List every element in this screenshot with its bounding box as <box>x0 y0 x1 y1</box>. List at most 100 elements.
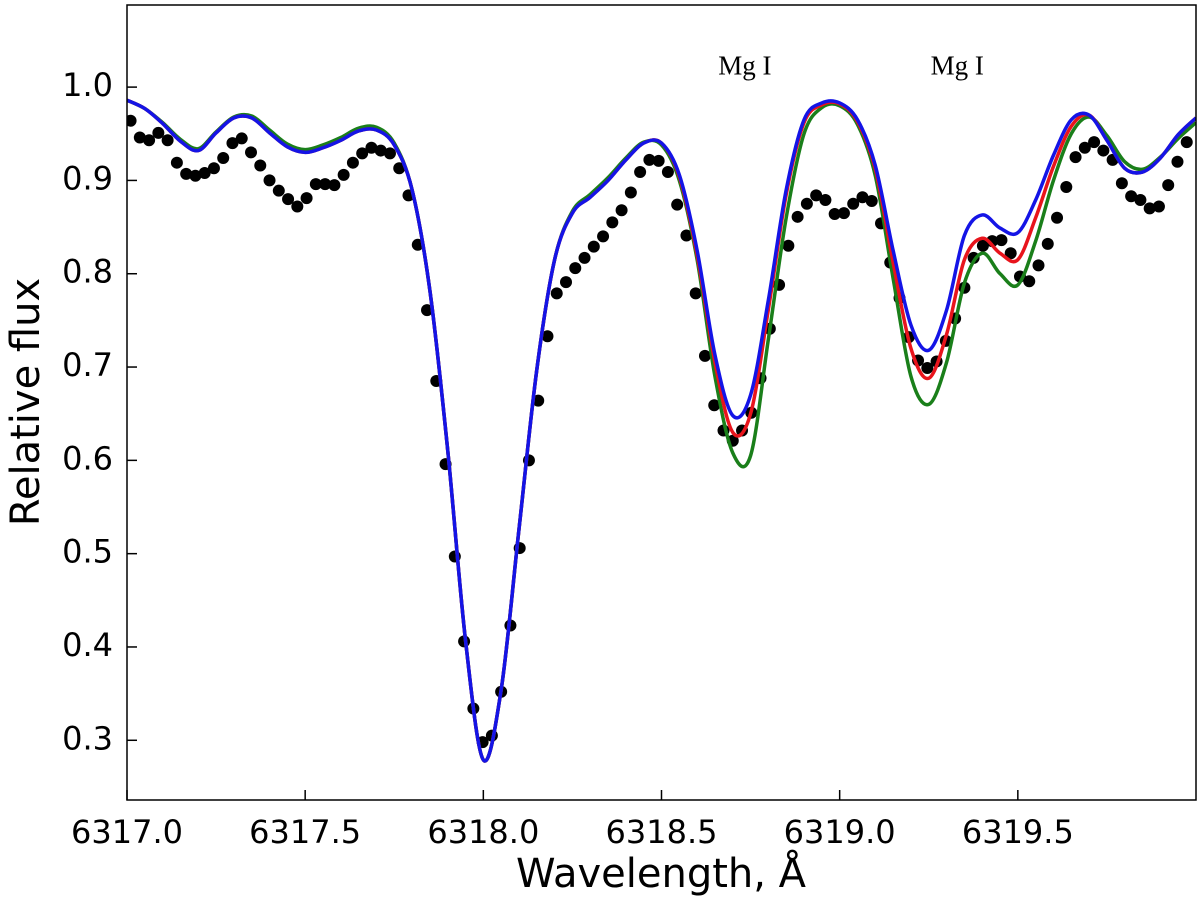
data-point <box>291 200 304 213</box>
data-point <box>634 166 647 179</box>
data-point <box>346 156 359 169</box>
data-point <box>587 240 600 253</box>
data-point <box>680 229 693 242</box>
model-line <box>127 98 1196 763</box>
data-point <box>560 276 573 289</box>
data-point <box>541 330 554 343</box>
data-point <box>532 394 545 407</box>
data-point <box>421 304 434 317</box>
data-point <box>383 147 396 160</box>
data-point <box>337 168 350 181</box>
data-point <box>569 262 582 275</box>
y-tick-label: 0.4 <box>62 626 113 664</box>
data-point <box>217 152 230 165</box>
x-tick-label: 6319.0 <box>784 813 896 851</box>
y-tick-label: 0.9 <box>62 159 113 197</box>
x-tick-label: 6317.5 <box>249 813 361 851</box>
data-point <box>170 156 183 169</box>
data-point <box>847 197 860 210</box>
data-point <box>365 141 378 154</box>
x-tick-label: 6318.5 <box>606 813 718 851</box>
data-point <box>615 204 628 217</box>
data-point <box>810 189 823 202</box>
data-point <box>245 146 258 159</box>
data-point <box>300 192 313 205</box>
data-point <box>1069 151 1082 164</box>
data-point <box>689 287 702 300</box>
data-point <box>1004 247 1017 260</box>
data-point <box>995 234 1008 247</box>
data-point <box>856 191 869 204</box>
data-point <box>161 134 174 147</box>
data-point <box>133 131 146 144</box>
data-point <box>226 137 239 150</box>
data-point <box>152 126 165 139</box>
data-point <box>189 169 202 182</box>
data-point <box>1088 136 1101 149</box>
data-point <box>671 198 684 211</box>
data-point <box>1032 259 1045 272</box>
data-point <box>1041 237 1054 250</box>
data-point <box>1051 211 1064 224</box>
data-point <box>1125 190 1138 203</box>
data-point <box>1078 141 1091 154</box>
data-point <box>643 153 656 166</box>
data-point <box>180 167 193 180</box>
data-point <box>1162 179 1175 192</box>
data-point <box>698 349 711 362</box>
y-tick-label: 0.8 <box>62 253 113 291</box>
plot-frame <box>126 4 1197 801</box>
data-point <box>143 134 156 147</box>
data-point <box>254 159 267 172</box>
data-point <box>1023 275 1036 288</box>
data-point <box>207 162 220 175</box>
data-point <box>578 251 591 264</box>
data-point <box>782 239 795 252</box>
y-tick-label: 0.7 <box>62 346 113 384</box>
data-point <box>597 230 610 243</box>
data-point <box>319 178 332 191</box>
data-point <box>1152 200 1165 213</box>
x-tick-label: 6319.5 <box>962 813 1074 851</box>
data-point <box>708 399 721 412</box>
y-tick-label: 1.0 <box>62 66 113 104</box>
data-point <box>356 147 369 160</box>
data-point <box>624 186 637 199</box>
data-point <box>652 154 665 167</box>
data-point <box>393 162 406 175</box>
data-point <box>1171 155 1184 168</box>
x-axis-label: Wavelength, Å <box>516 849 807 897</box>
data-point <box>976 239 989 252</box>
data-point <box>374 144 387 157</box>
annotation: Mg I <box>718 51 771 81</box>
data-point <box>328 179 341 192</box>
y-axis-label: Relative flux <box>3 278 49 526</box>
x-tick-label: 6317.0 <box>71 813 183 851</box>
data-point <box>1060 180 1073 193</box>
data-point <box>1180 136 1193 149</box>
data-point <box>127 114 137 127</box>
y-tick-label: 0.6 <box>62 439 113 477</box>
data-point <box>606 216 619 229</box>
data-point <box>819 194 832 207</box>
data-point <box>828 208 841 221</box>
annotation: Mg I <box>931 51 984 81</box>
y-tick-label: 0.5 <box>62 533 113 571</box>
data-point <box>198 166 211 179</box>
data-point <box>800 197 813 210</box>
data-point <box>282 193 295 206</box>
data-point <box>661 166 674 179</box>
data-point <box>272 184 285 197</box>
data-point <box>865 194 878 207</box>
x-tick-label: 6318.0 <box>427 813 539 851</box>
data-point <box>921 361 934 374</box>
data-point <box>309 178 322 191</box>
data-point <box>837 207 850 220</box>
y-tick-label: 0.3 <box>62 719 113 757</box>
data-point <box>550 287 563 300</box>
data-point <box>791 210 804 223</box>
data-point <box>1143 202 1156 215</box>
data-point <box>263 174 276 187</box>
data-point <box>235 132 248 145</box>
